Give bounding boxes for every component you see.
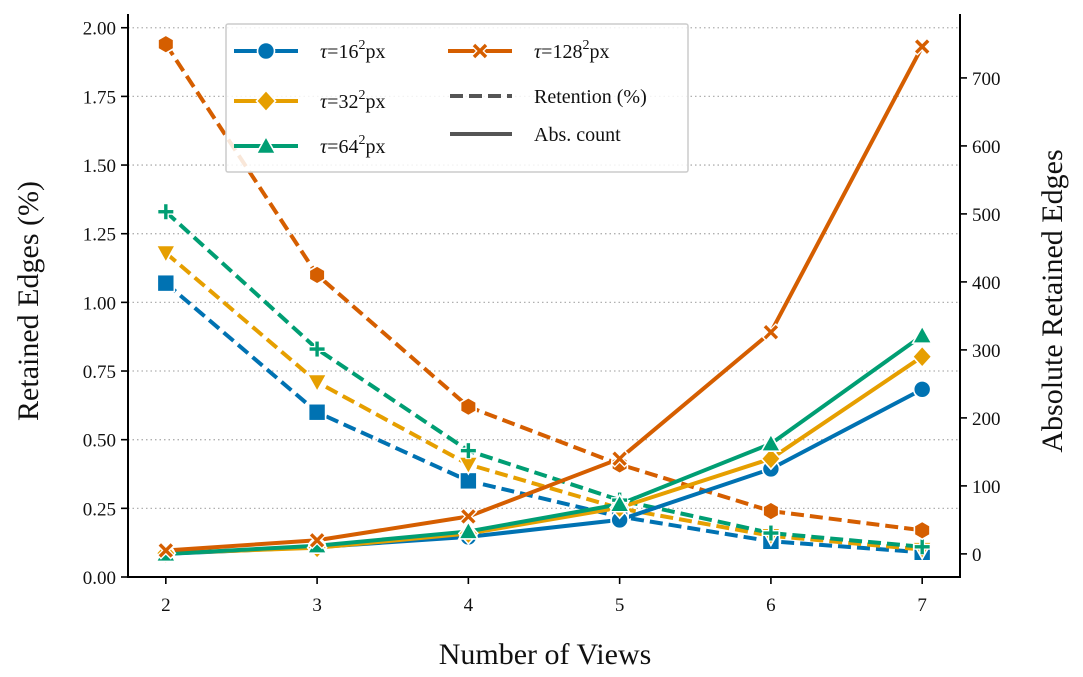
absolute-point bbox=[459, 507, 478, 526]
legend-label: τ=322px bbox=[320, 88, 385, 113]
absolute-line-series-0 bbox=[165, 387, 924, 556]
absolute-point bbox=[610, 449, 629, 468]
y2-tick-label: 300 bbox=[972, 341, 1001, 362]
legend: τ=162px τ=322px τ=642px τ=1282px Retention (… bbox=[225, 23, 689, 173]
absolute-point bbox=[912, 380, 932, 399]
retention-point bbox=[913, 520, 931, 541]
x-axis-title: Number of Views bbox=[439, 638, 652, 671]
absolute-point bbox=[760, 446, 782, 471]
absolute-point bbox=[761, 323, 781, 342]
y-tick-label: 0.75 bbox=[83, 362, 116, 383]
retention-point bbox=[308, 340, 326, 358]
retention-point bbox=[762, 501, 780, 522]
y-tick-label: 0.50 bbox=[83, 431, 116, 452]
legend-style-label: Abs. count bbox=[534, 124, 621, 146]
y-tick-label: 0.25 bbox=[83, 499, 116, 520]
absolute-point bbox=[156, 541, 175, 560]
y-axis-title: Retained Edges (%) bbox=[12, 181, 45, 421]
x-tick-label: 6 bbox=[766, 595, 776, 616]
x-tick-label: 7 bbox=[917, 595, 927, 616]
retention-point bbox=[913, 538, 931, 556]
absolute-point bbox=[913, 37, 932, 56]
legend-label: τ=1282px bbox=[534, 38, 609, 63]
retention-line-series-3 bbox=[164, 43, 923, 533]
x-tick-label: 4 bbox=[464, 595, 474, 616]
legend-marker bbox=[256, 41, 276, 61]
retention-point bbox=[306, 373, 328, 394]
absolute-point bbox=[307, 531, 327, 550]
retention-point bbox=[308, 264, 326, 285]
retention-point bbox=[307, 402, 327, 422]
retention-point bbox=[157, 34, 175, 55]
y2-tick-label: 600 bbox=[972, 137, 1001, 158]
x-tick-label: 2 bbox=[161, 595, 171, 616]
absolute-point bbox=[911, 324, 934, 344]
y-tick-label: 1.50 bbox=[83, 156, 116, 177]
y-tick-label: 1.25 bbox=[83, 225, 116, 246]
legend-marker bbox=[255, 89, 277, 113]
y2-tick-label: 100 bbox=[972, 477, 1001, 498]
axes: 2 3 4 5 6 7 0.00 0.25 0.50 0.75 1.00 1.25 1.50 1.75 2.… bbox=[83, 14, 1001, 616]
y-tick-label: 1.00 bbox=[83, 293, 116, 314]
retention-point bbox=[459, 396, 477, 417]
legend-label: τ=642px bbox=[320, 133, 385, 158]
x-tick-label: 3 bbox=[312, 595, 322, 616]
legend-marker bbox=[470, 41, 490, 61]
y2-axis-title: Absolute Retained Edges bbox=[1036, 149, 1069, 452]
absolute-line-series-1 bbox=[165, 355, 924, 556]
absolute-point bbox=[457, 520, 480, 540]
retention-line-series-1 bbox=[164, 251, 923, 552]
retention-point bbox=[157, 203, 175, 221]
y2-tick-label: 700 bbox=[972, 69, 1001, 90]
retention-point bbox=[457, 456, 480, 476]
legend-marker bbox=[255, 134, 277, 155]
absolute-point bbox=[760, 432, 782, 453]
y2-tick-label: 400 bbox=[972, 273, 1001, 294]
legend-label: τ=162px bbox=[320, 38, 385, 63]
absolute-line-series-3 bbox=[165, 45, 924, 553]
y2-tick-label: 200 bbox=[972, 409, 1001, 430]
retention-point bbox=[762, 524, 780, 542]
y2-tick-label: 0 bbox=[972, 545, 982, 566]
y-tick-label: 2.00 bbox=[83, 19, 116, 40]
absolute-point bbox=[911, 345, 933, 369]
retention-point bbox=[154, 244, 177, 265]
retention-line-series-0 bbox=[164, 281, 923, 555]
absolute-point bbox=[608, 493, 631, 513]
retention-point bbox=[459, 442, 477, 460]
y-tick-label: 1.75 bbox=[83, 87, 116, 108]
y-tick-label: 0.00 bbox=[83, 568, 116, 589]
legend-style-label: Retention (%) bbox=[534, 86, 647, 108]
retention-point bbox=[156, 273, 176, 293]
plot-area bbox=[154, 34, 934, 565]
x-tick-label: 5 bbox=[615, 595, 625, 616]
retention-line-series-2 bbox=[164, 210, 923, 549]
y2-tick-label: 500 bbox=[972, 205, 1001, 226]
absolute-line-series-2 bbox=[165, 333, 924, 556]
